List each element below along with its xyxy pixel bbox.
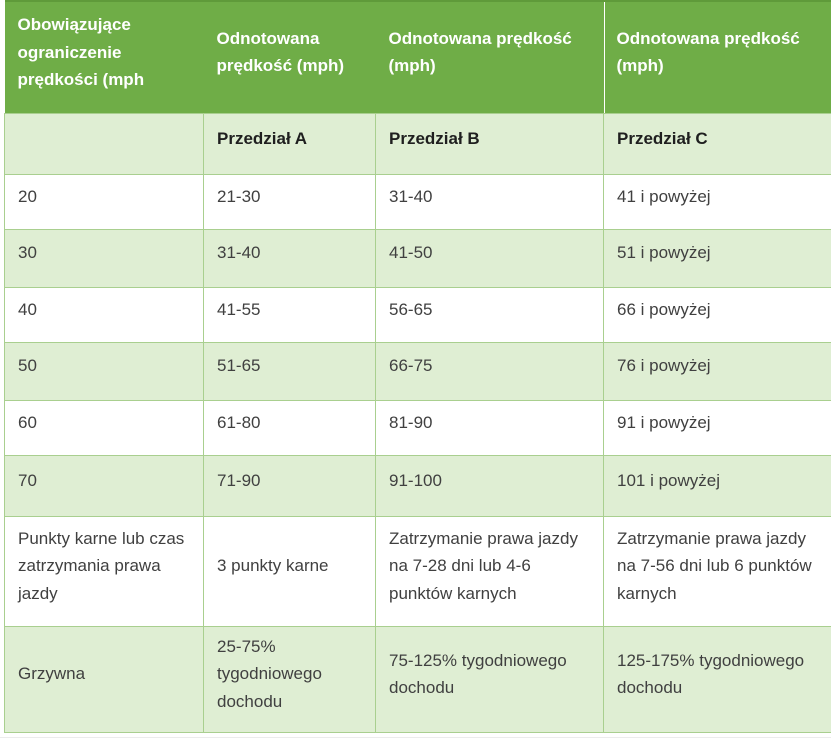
- table-cell: 81-90: [375, 399, 604, 456]
- subheader-cell-band-b: Przedział B: [375, 112, 604, 175]
- table-cell: 66 i powyżej: [603, 286, 831, 343]
- speed-penalty-table: Obowiązujące ograniczenie prędkości (mph…: [4, 0, 831, 733]
- table-cell: 125-175% tygodniowego dochodu: [603, 625, 831, 733]
- table-cell: 41-50: [375, 228, 604, 288]
- table-row-20: 20 21-30 31-40 41 i powyżej: [4, 173, 831, 230]
- table-cell: 71-90: [203, 454, 376, 517]
- header-cell-recorded-speed-2: Odnotowana prędkość (mph): [375, 0, 604, 113]
- table-cell: 31-40: [375, 173, 604, 230]
- subheader-cell-band-a: Przedział A: [203, 112, 376, 175]
- table-cell: 25-75% tygodniowego dochodu: [203, 625, 376, 733]
- table-cell: 21-30: [203, 173, 376, 230]
- table-cell: Punkty karne lub czas zatrzymania prawa …: [4, 515, 204, 627]
- table-cell: 41-55: [203, 286, 376, 343]
- table-cell: 30: [4, 228, 204, 288]
- page-edge-divider: [0, 736, 831, 738]
- table-cell: Grzywna: [4, 625, 204, 733]
- table-row-70: 70 71-90 91-100 101 i powyżej: [4, 454, 831, 517]
- table-cell: 91 i powyżej: [603, 399, 831, 456]
- table-cell: 50: [4, 341, 204, 401]
- table-cell: 76 i powyżej: [603, 341, 831, 401]
- table-row-60: 60 61-80 81-90 91 i powyżej: [4, 399, 831, 456]
- table-cell: 101 i powyżej: [603, 454, 831, 517]
- table-cell: Zatrzymanie prawa jazdy na 7-28 dni lub …: [375, 515, 604, 627]
- table-row-fine: Grzywna 25-75% tygodniowego dochodu 75-1…: [4, 625, 831, 733]
- subheader-cell-band-c: Przedział C: [603, 112, 831, 175]
- table-cell: 75-125% tygodniowego dochodu: [375, 625, 604, 733]
- table-cell: 41 i powyżej: [603, 173, 831, 230]
- table-row-40: 40 41-55 56-65 66 i powyżej: [4, 286, 831, 343]
- header-cell-recorded-speed-3: Odnotowana prędkość (mph): [603, 0, 831, 113]
- table-cell: 61-80: [203, 399, 376, 456]
- table-cell: 20: [4, 173, 204, 230]
- table-row-30: 30 31-40 41-50 51 i powyżej: [4, 228, 831, 288]
- table-header-row: Obowiązujące ograniczenie prędkości (mph…: [4, 0, 831, 113]
- header-cell-recorded-speed-1: Odnotowana prędkość (mph): [203, 0, 376, 113]
- table-cell: 91-100: [375, 454, 604, 517]
- table-cell: 3 punkty karne: [203, 515, 376, 627]
- table-cell: 51-65: [203, 341, 376, 401]
- table-cell: Zatrzymanie prawa jazdy na 7-56 dni lub …: [603, 515, 831, 627]
- table-cell: 40: [4, 286, 204, 343]
- table-row-penalty-points: Punkty karne lub czas zatrzymania prawa …: [4, 515, 831, 627]
- table-cell: 70: [4, 454, 204, 517]
- header-cell-speed-limit: Obowiązujące ograniczenie prędkości (mph: [4, 0, 204, 113]
- table-cell: 31-40: [203, 228, 376, 288]
- table-subheader-row: Przedział A Przedział B Przedział C: [4, 112, 831, 175]
- subheader-cell-empty: [4, 112, 204, 175]
- table-cell: 56-65: [375, 286, 604, 343]
- table-cell: 66-75: [375, 341, 604, 401]
- table-row-50: 50 51-65 66-75 76 i powyżej: [4, 341, 831, 401]
- table-cell: 60: [4, 399, 204, 456]
- table-cell: 51 i powyżej: [603, 228, 831, 288]
